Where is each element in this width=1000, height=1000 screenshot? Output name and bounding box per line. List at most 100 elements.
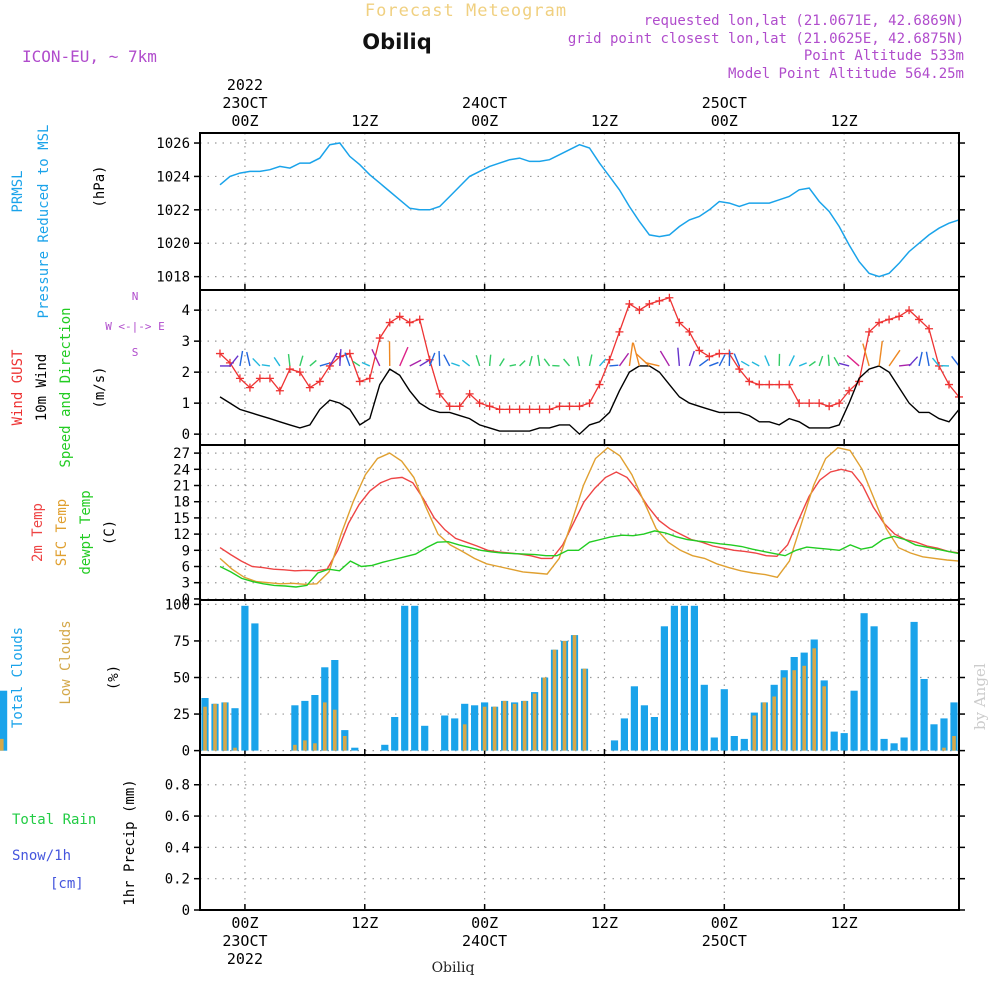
wind-line [219, 365, 960, 436]
compass-s: S [132, 346, 139, 359]
low-cloud-bar [313, 743, 317, 751]
total-cloud-bar [890, 743, 898, 751]
gust-marker [285, 365, 294, 374]
wind-arrow [563, 358, 571, 367]
wind-arrow [751, 361, 760, 367]
gust-marker [835, 399, 844, 408]
ylabel-total: Total Clouds [10, 627, 26, 728]
footer-location: Obiliq [432, 960, 475, 976]
wind-arrow [371, 348, 381, 367]
bottom-time-label: 00Z [231, 914, 258, 932]
temp-line-2 [219, 530, 960, 588]
low-cloud-bar [233, 747, 237, 751]
low-cloud-bar [343, 736, 347, 751]
top-time-label: 12Z [351, 112, 378, 130]
total-cloud-bar [471, 705, 479, 751]
wind-arrow [818, 355, 824, 367]
wind-arrow [339, 348, 342, 366]
total-cloud-bar [860, 613, 868, 751]
low-cloud-bar [822, 686, 826, 751]
low-cloud-bar [772, 696, 776, 751]
total-cloud-bar [331, 660, 339, 751]
gust-marker [455, 402, 464, 411]
gust-line [219, 297, 960, 411]
wind-arrow [261, 364, 271, 367]
y-tick-label: 100 [165, 597, 190, 613]
total-cloud-bar [850, 690, 858, 751]
info-line-3: Point Altitude 533m [804, 48, 964, 64]
ylabel-pct: (%) [106, 665, 122, 690]
wind-arrow [299, 355, 304, 367]
total-cloud-bar [730, 736, 738, 751]
y-tick-label: 0 [182, 427, 190, 443]
wind-arrow [429, 352, 436, 367]
y-tick-label: 6 [182, 560, 190, 576]
gust-marker [625, 299, 634, 308]
wind-arrow [499, 358, 505, 367]
gust-marker [815, 399, 824, 408]
legend-rain: Total Rain [12, 812, 96, 828]
y-tick-label: 27 [173, 446, 190, 462]
gust-marker [675, 318, 684, 327]
total-cloud-bar [411, 605, 419, 751]
low-cloud-bar [502, 700, 507, 751]
total-cloud-bar [740, 738, 748, 751]
gust-marker [925, 324, 934, 333]
low-cloud-bar [213, 703, 217, 751]
total-cloud-bar [630, 686, 638, 751]
panel-wind: 0 1 2 3 4 Wind GUST 10m Wind Speed and Directio… [10, 289, 965, 468]
gust-marker [775, 380, 784, 389]
y-tick-label: 24 [173, 462, 190, 478]
low-cloud-bar [0, 738, 4, 751]
gust-marker [615, 327, 624, 336]
wind-arrow [677, 347, 681, 367]
wind-arrow [443, 354, 451, 367]
y-tick-label: 1022 [156, 203, 190, 219]
gust-marker [605, 355, 614, 364]
y-tick-label: 1 [182, 396, 190, 412]
ylabel-ms: (m/s) [92, 366, 108, 408]
wind-arrow [709, 361, 719, 367]
top-time-label: 00Z [231, 112, 258, 130]
gust-marker [705, 352, 714, 361]
total-cloud-bar [920, 679, 928, 751]
wind-arrow [733, 353, 740, 367]
low-cloud-bar [582, 668, 587, 751]
gust-marker [755, 380, 764, 389]
gust-marker [445, 402, 454, 411]
bottom-time-label: 00Z [471, 914, 498, 932]
ylabel-dewpt: dewpt Temp [78, 490, 94, 574]
low-cloud-bar [762, 702, 767, 751]
gust-marker [865, 327, 874, 336]
bottom-time-label: 12Z [351, 914, 378, 932]
y-tick-label: 50 [173, 671, 190, 687]
model-label: ICON-EU, ~ 7km [22, 47, 157, 66]
temp-line-0 [219, 468, 960, 572]
gust-marker [845, 386, 854, 395]
low-cloud-bar [492, 706, 497, 751]
total-cloud-bar [401, 605, 409, 751]
wind-arrow [838, 362, 850, 367]
gust-marker [825, 402, 834, 411]
wind-arrow [878, 341, 883, 367]
y-tick-label: 2 [182, 365, 190, 381]
y-tick-label: 75 [173, 634, 190, 650]
total-cloud-bar [900, 737, 908, 751]
gust-marker [395, 312, 404, 321]
bottom-time-label: 12Z [831, 914, 858, 932]
gust-marker [515, 405, 524, 414]
ylabel-prmsl: PRMSL [10, 170, 26, 212]
gust-marker [435, 389, 444, 398]
wind-arrow [951, 355, 960, 367]
wind-arrow [718, 354, 726, 367]
compass-n: N [132, 290, 139, 303]
low-cloud-bar [522, 700, 527, 751]
gust-marker [915, 315, 924, 324]
top-time-label: 12Z [831, 112, 858, 130]
y-tick-label: 15 [173, 511, 190, 527]
y-tick-label: 4 [182, 303, 190, 319]
ylabel-low: Low Clouds [58, 620, 74, 704]
total-cloud-bar [910, 621, 918, 751]
total-cloud-bar [950, 702, 958, 751]
total-cloud-bar [640, 705, 648, 751]
